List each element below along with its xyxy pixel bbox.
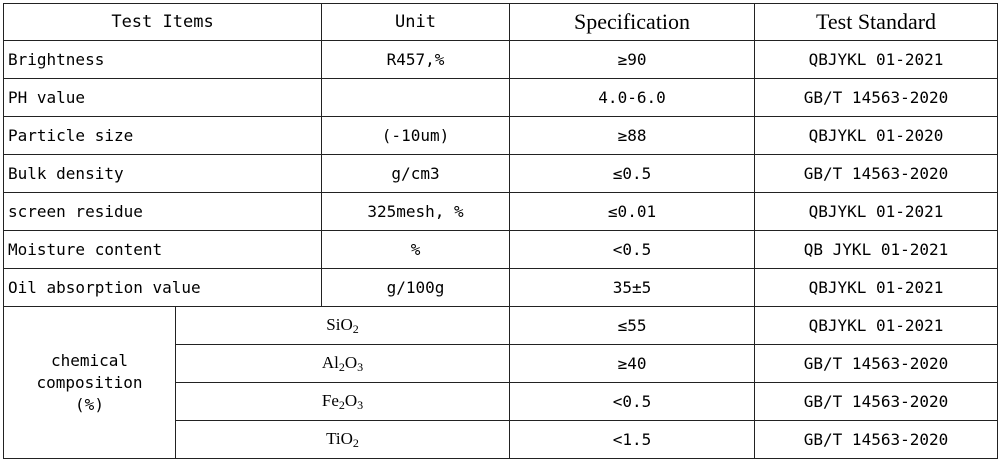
row-standard: QBJYKL 01-2021 [754,306,999,345]
chemical-formula: TiO2 [174,420,511,459]
row-standard: QBJYKL 01-2021 [754,268,999,307]
table-row: Moisture content % <0.5 QB JYKL 01-2021 [2,230,999,269]
header-test-standard: Test Standard [754,3,999,41]
row-spec: <0.5 [509,382,756,421]
table-row: Brightness R457,% ≥90 QBJYKL 01-2021 [2,40,999,79]
row-standard: GB/T 14563-2020 [754,382,999,421]
header-row: Test Items Unit Specification Test Stand… [2,3,999,41]
chemical-row: chemical composition (%) SiO2 ≤55 QBJYKL… [3,306,999,459]
table-row: Bulk density g/cm3 ≤0.5 GB/T 14563-2020 [2,154,999,193]
row-standard: QBJYKL 01-2020 [754,116,999,155]
row-unit: 325mesh, % [321,192,511,231]
row-spec: 35±5 [509,268,756,307]
row-item: Bulk density [2,154,323,193]
row-unit: R457,% [321,40,511,79]
row-spec: ≥40 [509,344,756,383]
row-spec: ≥90 [509,40,756,79]
row-unit: % [321,230,511,269]
chemical-formula: SiO2 [174,306,511,345]
row-spec: ≥88 [509,116,756,155]
row-unit [321,78,511,117]
row-standard: GB/T 14563-2020 [754,78,999,117]
row-item: Oil absorption value [2,268,323,307]
row-spec: <1.5 [509,420,756,459]
chemical-label-line: chemical [50,350,129,370]
row-standard: QBJYKL 01-2021 [754,40,999,79]
row-item: Particle size [2,116,323,155]
row-unit: g/cm3 [321,154,511,193]
header-unit: Unit [321,3,511,41]
specification-table: Test Items Unit Specification Test Stand… [2,3,999,459]
chemical-formula: Fe2O3 [174,382,511,421]
row-item: Brightness [2,40,323,79]
row-standard: QBJYKL 01-2021 [754,192,999,231]
chemical-row: Al2O3 ≥40 GB/T 14563-2020 [4,344,999,383]
chemical-label-line: (%) [75,394,104,414]
row-spec: <0.5 [509,230,756,269]
chemical-label-line: composition [36,372,143,392]
row-standard: GB/T 14563-2020 [754,344,999,383]
row-item: screen residue [2,192,323,231]
row-unit: g/100g [321,268,511,307]
table-row: PH value 4.0-6.0 GB/T 14563-2020 [2,78,999,117]
row-standard: GB/T 14563-2020 [754,420,999,459]
chemical-formula: Al2O3 [174,344,511,383]
row-unit: (-10um) [321,116,511,155]
row-item: PH value [2,78,323,117]
row-standard: GB/T 14563-2020 [754,154,999,193]
chemical-row: TiO2 <1.5 GB/T 14563-2020 [4,420,999,459]
chemical-composition-label: chemical composition (%) [3,306,176,459]
header-test-items: Test Items [2,3,323,41]
table-row: Oil absorption value g/100g 35±5 QBJYKL … [2,268,999,307]
row-spec: ≤0.01 [509,192,756,231]
row-standard: QB JYKL 01-2021 [754,230,999,269]
table-row: Particle size (-10um) ≥88 QBJYKL 01-2020 [2,116,999,155]
table-row: screen residue 325mesh, % ≤0.01 QBJYKL 0… [2,192,999,231]
row-spec: ≤55 [509,306,756,345]
header-specification: Specification [509,3,756,41]
row-item: Moisture content [2,230,323,269]
row-spec: ≤0.5 [509,154,756,193]
chemical-row: Fe2O3 <0.5 GB/T 14563-2020 [4,382,999,421]
row-spec: 4.0-6.0 [509,78,756,117]
